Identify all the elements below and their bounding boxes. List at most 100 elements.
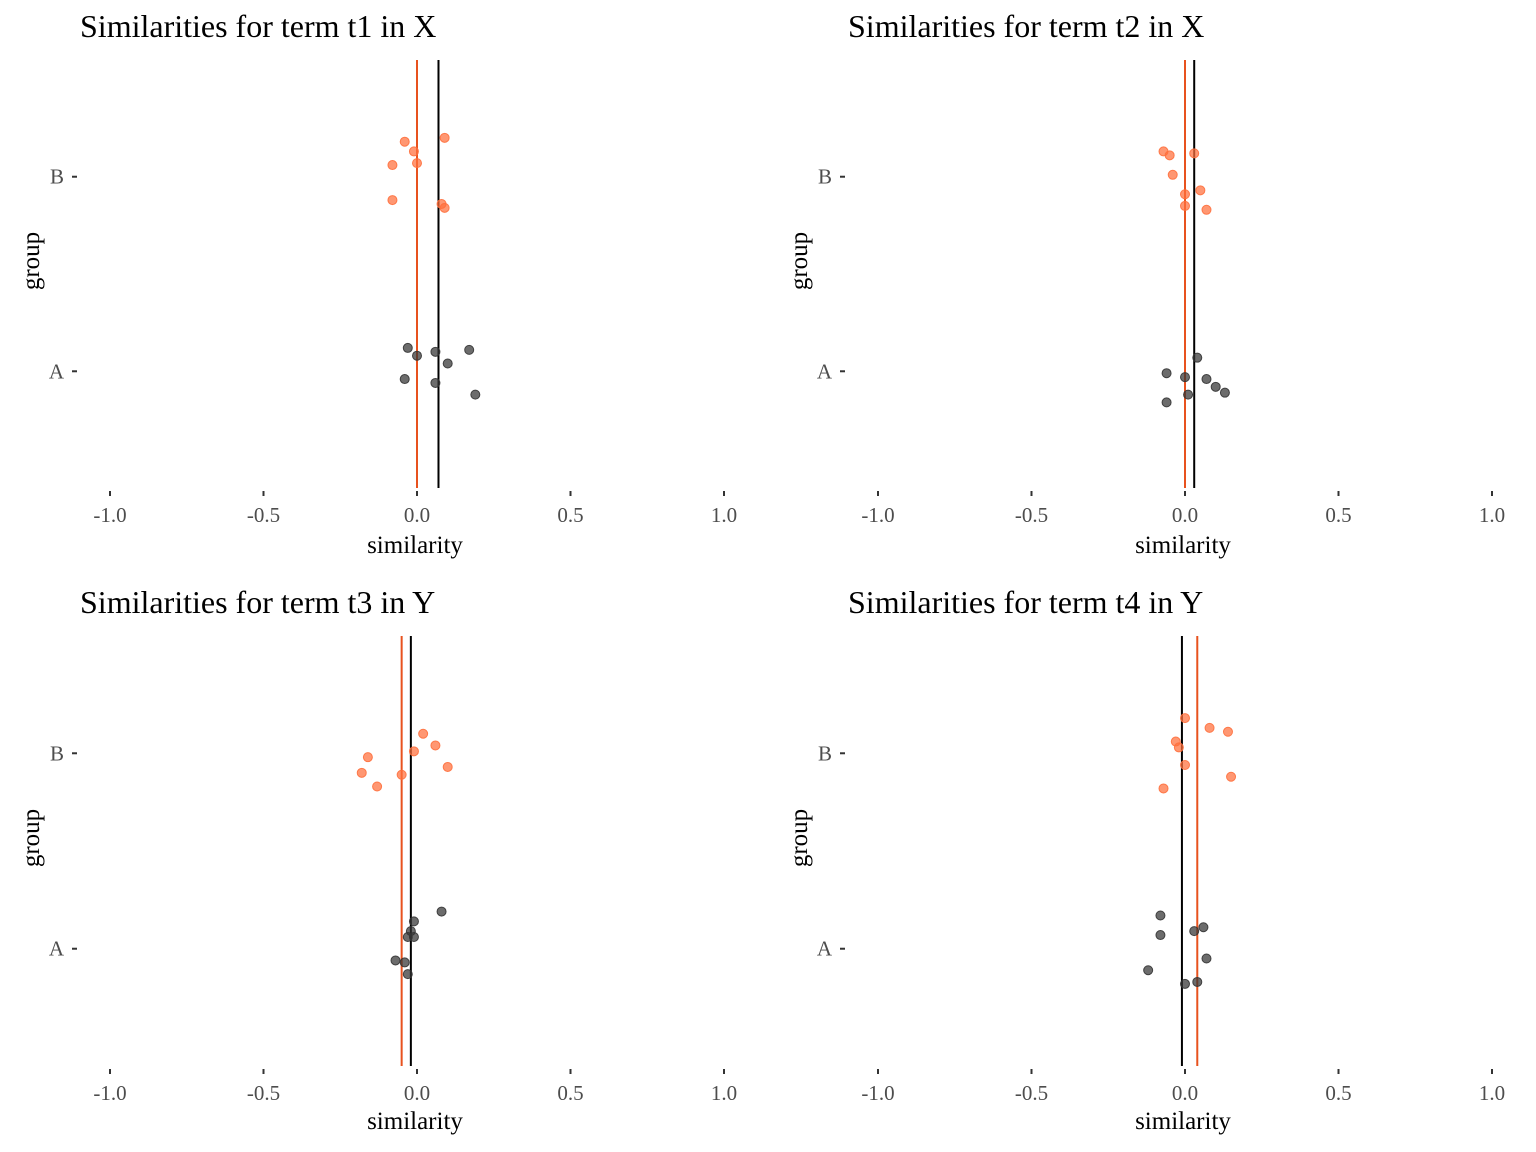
data-point-group-a bbox=[1219, 387, 1230, 398]
x-tick-label: 1.0 bbox=[1479, 1081, 1505, 1105]
x-axis-title: similarity bbox=[1135, 532, 1231, 559]
x-axis-title: similarity bbox=[367, 532, 463, 559]
data-point-group-b bbox=[408, 746, 419, 757]
panel-title: Similarities for term t1 in X bbox=[80, 8, 436, 44]
data-point-group-a bbox=[408, 916, 419, 927]
data-point-group-a bbox=[442, 358, 453, 369]
data-point-group-b bbox=[1204, 722, 1215, 733]
data-point-group-a bbox=[412, 350, 422, 361]
y-axis-title: group bbox=[18, 232, 45, 290]
data-point-group-a bbox=[402, 969, 413, 980]
x-tick-label: 1.0 bbox=[1479, 503, 1505, 527]
y-tick-label: A bbox=[49, 937, 65, 961]
data-point-group-b bbox=[412, 158, 422, 169]
x-tick-label: 0.0 bbox=[1172, 503, 1198, 527]
y-axis-title: group bbox=[786, 809, 813, 867]
data-point-group-a bbox=[1183, 389, 1194, 400]
x-tick-label: -1.0 bbox=[93, 503, 126, 527]
data-point-group-b bbox=[1222, 726, 1233, 737]
data-point-group-a bbox=[1192, 352, 1203, 363]
panel-title: Similarities for term t2 in X bbox=[848, 8, 1204, 44]
x-tick-label: -1.0 bbox=[861, 503, 894, 527]
x-tick-label: -0.5 bbox=[1015, 503, 1048, 527]
data-point-group-a bbox=[470, 389, 481, 400]
y-tick-label: A bbox=[49, 359, 65, 383]
data-point-group-a bbox=[1198, 922, 1209, 933]
data-point-group-a bbox=[390, 955, 401, 966]
data-point-group-a bbox=[1210, 381, 1221, 392]
y-tick-label: A bbox=[817, 937, 833, 961]
x-tick-label: 0.0 bbox=[404, 503, 430, 527]
data-point-group-b bbox=[439, 202, 450, 213]
data-point-group-a bbox=[1201, 953, 1212, 964]
data-point-group-a bbox=[1192, 976, 1203, 987]
data-point-group-b bbox=[430, 740, 441, 751]
data-point-group-a bbox=[1143, 965, 1154, 976]
data-point-group-a bbox=[408, 932, 419, 942]
data-point-group-a bbox=[1161, 397, 1172, 408]
x-tick-label: -1.0 bbox=[93, 1081, 126, 1105]
y-tick-label: A bbox=[817, 359, 833, 383]
data-point-group-b bbox=[1180, 760, 1190, 770]
panel-title: Similarities for term t4 in Y bbox=[848, 584, 1203, 620]
data-point-group-b bbox=[1180, 713, 1190, 724]
x-tick-label: 0.5 bbox=[1325, 503, 1351, 527]
x-tick-label: -1.0 bbox=[861, 1081, 894, 1105]
data-point-group-b bbox=[1195, 185, 1206, 196]
data-point-group-a bbox=[399, 374, 410, 385]
data-point-group-b bbox=[1164, 150, 1175, 161]
data-point-group-a bbox=[1155, 930, 1166, 941]
data-point-group-b bbox=[1201, 204, 1212, 215]
panel-1: Similarities for term t1 in X group simila… bbox=[18, 8, 737, 559]
panel-4: Similarities for term t4 in Y group simila… bbox=[786, 584, 1505, 1135]
data-point-group-a bbox=[436, 906, 447, 917]
data-point-group-b bbox=[1167, 169, 1178, 180]
x-tick-label: 1.0 bbox=[711, 1081, 737, 1105]
data-point-group-b bbox=[1158, 783, 1169, 794]
x-tick-label: -0.5 bbox=[247, 1081, 280, 1105]
data-point-group-b bbox=[1180, 200, 1190, 211]
data-point-group-a bbox=[1189, 926, 1200, 937]
x-tick-label: 0.5 bbox=[557, 503, 583, 527]
data-point-group-b bbox=[439, 132, 450, 143]
data-point-group-a bbox=[430, 346, 441, 357]
y-axis-title: group bbox=[786, 232, 813, 290]
y-tick-label: B bbox=[50, 741, 64, 765]
x-tick-label: 0.0 bbox=[1172, 1081, 1198, 1105]
data-point-group-a bbox=[1155, 910, 1166, 921]
data-point-group-b bbox=[399, 136, 410, 147]
data-point-group-a bbox=[399, 957, 410, 968]
data-point-group-a bbox=[464, 344, 475, 355]
data-point-group-b bbox=[387, 160, 398, 171]
panel-2: Similarities for term t2 in X group simila… bbox=[786, 8, 1505, 559]
y-tick-label: B bbox=[818, 165, 832, 189]
data-point-group-b bbox=[1173, 742, 1184, 753]
x-tick-label: -0.5 bbox=[247, 503, 280, 527]
x-tick-label: -0.5 bbox=[1015, 1081, 1048, 1105]
data-point-group-a bbox=[402, 342, 413, 353]
data-point-group-b bbox=[372, 781, 383, 792]
y-tick-label: B bbox=[50, 165, 64, 189]
x-tick-label: 0.5 bbox=[1325, 1081, 1351, 1105]
data-point-group-b bbox=[442, 761, 453, 772]
data-point-group-b bbox=[1189, 148, 1200, 159]
data-point-group-a bbox=[1180, 372, 1190, 383]
data-point-group-a bbox=[430, 377, 441, 388]
x-axis-title: similarity bbox=[1135, 1108, 1231, 1135]
x-tick-label: 1.0 bbox=[711, 503, 737, 527]
panel-3: Similarities for term t3 in Y group simila… bbox=[18, 584, 737, 1135]
data-point-group-b bbox=[408, 146, 419, 157]
data-point-group-a bbox=[1201, 374, 1212, 385]
data-point-group-b bbox=[396, 769, 407, 780]
data-point-group-b bbox=[418, 728, 429, 739]
data-point-group-a bbox=[1161, 368, 1172, 379]
x-tick-label: 0.0 bbox=[404, 1081, 430, 1105]
data-point-group-b bbox=[1226, 771, 1237, 782]
x-axis-title: similarity bbox=[367, 1108, 463, 1135]
data-point-group-a bbox=[1180, 978, 1190, 989]
data-point-group-b bbox=[1180, 189, 1190, 200]
data-point-group-b bbox=[362, 752, 373, 763]
x-tick-label: 0.5 bbox=[557, 1081, 583, 1105]
data-point-group-b bbox=[387, 195, 398, 206]
